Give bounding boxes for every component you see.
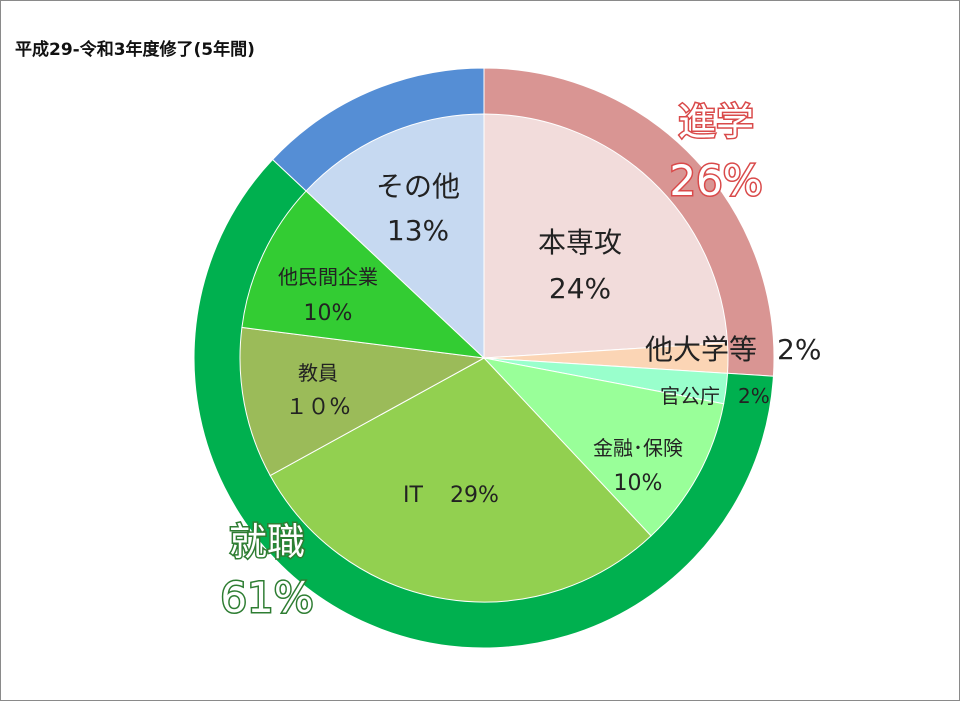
slice-label-本専攻: 本専攻	[538, 226, 622, 259]
slice-value-教員: １０%	[286, 395, 351, 420]
slice-value-その他: 13%	[387, 214, 449, 247]
inner-pie	[239, 113, 729, 603]
slice-value-官公庁: 2%	[738, 384, 770, 408]
pie-slice-本専攻	[483, 113, 729, 359]
ring-label-就職: 就職	[229, 520, 305, 564]
slice-label-他大学等: 他大学等	[645, 333, 757, 366]
ring-label-進学: 進学	[678, 100, 754, 144]
ring-value-就職: 61%	[220, 573, 313, 622]
slice-label-金融保険: 金融･保険	[593, 436, 683, 460]
pie-slice-教員	[239, 326, 486, 477]
slice-value-他民間企業: 10%	[304, 301, 353, 326]
chart-title: 平成29-令和3年度修了(5年間)	[15, 40, 255, 60]
slice-value-本専攻: 24%	[549, 272, 611, 305]
slice-value-金融保険: 10%	[614, 471, 663, 496]
pie-slice-IT	[269, 357, 652, 603]
pie-slice-その他	[305, 113, 485, 360]
slice-label-教員: 教員	[298, 361, 338, 385]
slice-label-官公庁: 官公庁	[660, 384, 720, 408]
slice-label-IT: IT	[403, 483, 423, 508]
slice-label-その他: その他	[376, 170, 460, 203]
slice-value-IT: 29%	[450, 483, 499, 508]
slice-label-他民間企業: 他民間企業	[278, 265, 378, 289]
slice-value-他大学等: 2%	[777, 333, 821, 366]
ring-value-進学: 26%	[669, 156, 762, 205]
pie-slice-金融･保険	[482, 357, 725, 537]
pie-slice-他民間企業	[241, 190, 486, 359]
